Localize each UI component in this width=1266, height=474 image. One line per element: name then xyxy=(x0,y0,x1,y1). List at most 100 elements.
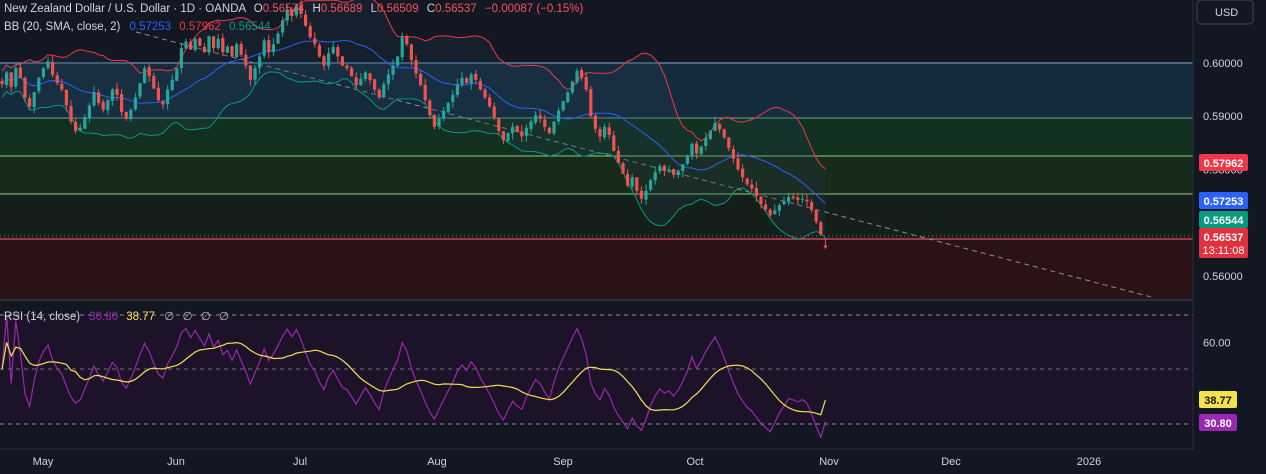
candle xyxy=(414,54,418,79)
candle-body xyxy=(796,197,800,200)
time-axis[interactable]: May Jun Jul Aug Sep Oct Nov Dec 2026 xyxy=(33,456,1102,468)
candle xyxy=(432,114,436,130)
candle-body xyxy=(552,121,556,134)
candle xyxy=(639,186,643,204)
candle-body xyxy=(658,166,662,172)
candle-body xyxy=(699,146,703,155)
candle xyxy=(129,108,133,122)
candle xyxy=(327,47,331,70)
candle xyxy=(244,49,248,69)
candle xyxy=(409,43,413,67)
candle xyxy=(193,37,197,52)
candle xyxy=(428,98,432,119)
candle-body xyxy=(386,74,390,84)
candle-body xyxy=(106,100,110,111)
candle xyxy=(308,22,312,40)
rsi-ma-value: 38.77 xyxy=(126,311,155,323)
candle xyxy=(713,116,717,132)
candle xyxy=(810,199,814,213)
rsi-empty-2: ∅ xyxy=(182,311,192,323)
bb-title[interactable]: BB (20, SMA, close, 2) xyxy=(4,21,120,33)
candle-body xyxy=(773,210,777,215)
currency-button-frame[interactable] xyxy=(1196,0,1254,25)
candle xyxy=(649,178,653,192)
candle-body xyxy=(561,101,565,110)
countdown-text: 13:11:08 xyxy=(1202,245,1244,257)
candle-body xyxy=(566,92,570,103)
candle xyxy=(184,38,188,50)
currency-button-label[interactable]: USD xyxy=(1215,7,1238,19)
candle-body xyxy=(446,102,450,112)
time-tick-label: Dec xyxy=(941,456,961,468)
candle xyxy=(695,141,699,159)
candle-body xyxy=(267,40,271,53)
price-legend[interactable]: New Zealand Dollar / U.S. Dollar · 1D · … xyxy=(4,3,584,33)
candle-body xyxy=(685,156,689,164)
candle-body xyxy=(575,70,579,83)
candle-body xyxy=(350,68,354,77)
candle xyxy=(32,91,36,114)
last-price-badge xyxy=(1199,228,1248,258)
time-tick-label: Nov xyxy=(819,456,839,468)
candle xyxy=(492,102,496,121)
candle xyxy=(819,220,823,236)
rsi-pane[interactable] xyxy=(0,314,1193,440)
candle-body xyxy=(244,54,248,66)
candle-body xyxy=(437,118,441,127)
candle-body xyxy=(810,202,814,210)
candle-body xyxy=(465,78,469,84)
candle-body xyxy=(543,119,547,127)
candle-body xyxy=(161,101,165,105)
candle-body xyxy=(474,73,478,80)
candle-body xyxy=(304,14,308,26)
candle-body xyxy=(147,67,151,77)
candle-body xyxy=(570,81,574,93)
candle-body xyxy=(414,59,418,74)
candle xyxy=(386,68,390,90)
candle xyxy=(653,166,657,185)
candle xyxy=(143,65,147,84)
bb-basis-value: 0.57253 xyxy=(130,21,172,33)
candle xyxy=(423,78,427,105)
candle xyxy=(78,123,82,132)
candle xyxy=(60,78,64,92)
candle-body xyxy=(722,129,726,138)
candle-body xyxy=(189,42,193,50)
candle-body xyxy=(179,47,183,69)
candle xyxy=(382,81,386,99)
candle xyxy=(621,161,625,174)
change-value: −0.00087 (−0.15%) xyxy=(485,3,584,15)
candle xyxy=(543,115,547,132)
candle xyxy=(290,6,294,22)
candle xyxy=(488,93,492,108)
candle-body xyxy=(64,89,68,106)
candle-body xyxy=(396,56,400,66)
candle xyxy=(110,87,114,106)
candle-body xyxy=(524,127,528,136)
candle xyxy=(147,64,151,82)
candle-body xyxy=(460,77,464,86)
candle xyxy=(258,53,262,75)
candle-body xyxy=(14,68,18,87)
candle-body xyxy=(589,89,593,117)
candle xyxy=(115,82,119,101)
candle-body xyxy=(405,36,409,45)
price-pane[interactable] xyxy=(0,31,1193,299)
candle-body xyxy=(616,150,620,164)
candle xyxy=(74,118,78,134)
rsi-legend[interactable]: RSI (14, close) 30.80 38.77 ∅ ∅ ∅ ∅ xyxy=(4,311,229,323)
rsi-title[interactable]: RSI (14, close) xyxy=(4,311,80,323)
symbol-title[interactable]: New Zealand Dollar / U.S. Dollar · 1D · … xyxy=(4,3,247,15)
currency-button[interactable]: USD xyxy=(1196,0,1254,25)
candle-body xyxy=(805,199,809,202)
time-tick-label: 2026 xyxy=(1077,456,1101,468)
bollinger-bands xyxy=(1,0,826,240)
candle-body xyxy=(534,115,538,123)
candle-body xyxy=(363,72,367,80)
candle-body xyxy=(731,149,735,159)
candle-body xyxy=(736,158,740,170)
candle xyxy=(285,4,289,26)
candle xyxy=(405,34,409,47)
candle-body xyxy=(248,65,252,80)
